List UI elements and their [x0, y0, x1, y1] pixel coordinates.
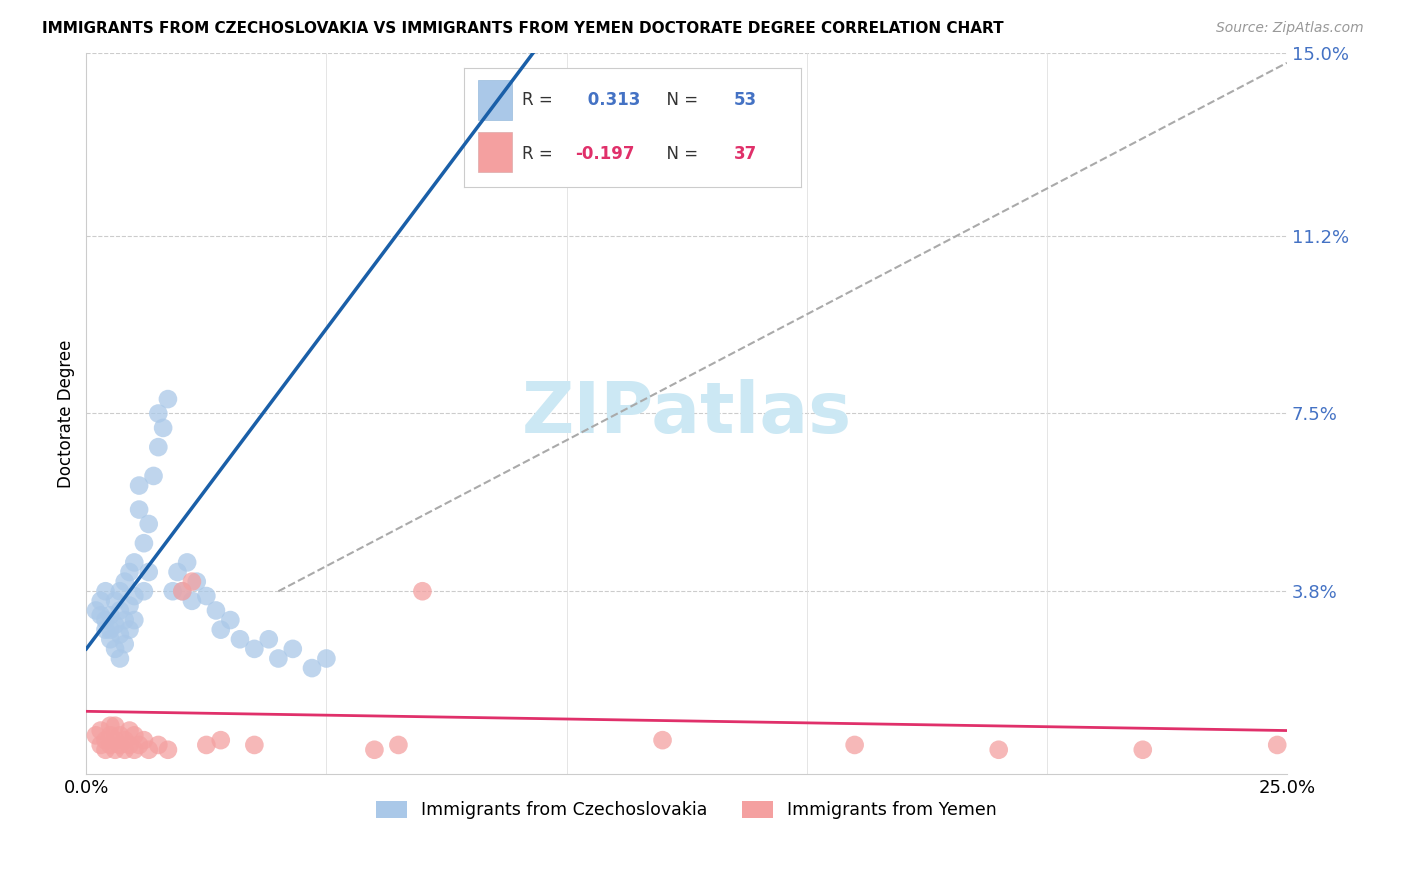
- Point: [108, 728, 131, 742]
- Point: [114, 613, 136, 627]
- Point: [118, 565, 141, 579]
- Point: [651, 733, 673, 747]
- Point: [104, 618, 127, 632]
- Point: [1132, 743, 1154, 757]
- Point: [90, 594, 112, 608]
- Point: [90, 608, 112, 623]
- Text: IMMIGRANTS FROM CZECHOSLOVAKIA VS IMMIGRANTS FROM YEMEN DOCTORATE DEGREE CORRELA: IMMIGRANTS FROM CZECHOSLOVAKIA VS IMMIGR…: [42, 21, 1004, 36]
- Point: [243, 641, 266, 656]
- Point: [186, 574, 208, 589]
- Point: [219, 613, 242, 627]
- Point: [156, 392, 179, 406]
- Point: [94, 733, 117, 747]
- Point: [315, 651, 337, 665]
- Point: [124, 556, 146, 570]
- Point: [257, 632, 280, 647]
- Point: [84, 603, 107, 617]
- Point: [172, 584, 194, 599]
- Point: [94, 743, 117, 757]
- Point: [98, 738, 121, 752]
- Point: [90, 738, 112, 752]
- Point: [156, 743, 179, 757]
- Point: [209, 733, 232, 747]
- Point: [209, 623, 232, 637]
- Point: [108, 627, 131, 641]
- Point: [132, 584, 155, 599]
- Point: [114, 574, 136, 589]
- Point: [166, 565, 188, 579]
- Point: [148, 738, 170, 752]
- Point: [132, 536, 155, 550]
- Point: [152, 421, 174, 435]
- Point: [148, 407, 170, 421]
- Point: [104, 641, 127, 656]
- Point: [138, 516, 160, 531]
- Point: [363, 743, 385, 757]
- Point: [118, 738, 141, 752]
- Point: [118, 623, 141, 637]
- Point: [162, 584, 184, 599]
- Point: [301, 661, 323, 675]
- Point: [108, 584, 131, 599]
- Point: [98, 623, 121, 637]
- Text: ZIPatlas: ZIPatlas: [522, 379, 852, 448]
- Point: [172, 584, 194, 599]
- Point: [176, 556, 198, 570]
- Point: [114, 637, 136, 651]
- Point: [98, 632, 121, 647]
- Point: [281, 641, 304, 656]
- Point: [267, 651, 290, 665]
- Point: [108, 651, 131, 665]
- Point: [98, 728, 121, 742]
- Legend: Immigrants from Czechoslovakia, Immigrants from Yemen: Immigrants from Czechoslovakia, Immigran…: [368, 794, 1004, 826]
- Point: [124, 589, 146, 603]
- Point: [98, 719, 121, 733]
- Point: [243, 738, 266, 752]
- Point: [94, 584, 117, 599]
- Point: [124, 613, 146, 627]
- Point: [229, 632, 252, 647]
- Point: [128, 738, 150, 752]
- Point: [128, 502, 150, 516]
- Point: [181, 594, 204, 608]
- Point: [142, 469, 165, 483]
- Point: [104, 743, 127, 757]
- Point: [132, 733, 155, 747]
- Point: [104, 594, 127, 608]
- Text: Source: ZipAtlas.com: Source: ZipAtlas.com: [1216, 21, 1364, 35]
- Point: [94, 613, 117, 627]
- Point: [138, 743, 160, 757]
- Y-axis label: Doctorate Degree: Doctorate Degree: [58, 339, 75, 488]
- Point: [195, 589, 218, 603]
- Point: [84, 728, 107, 742]
- Point: [124, 728, 146, 742]
- Point: [844, 738, 866, 752]
- Point: [118, 599, 141, 613]
- Point: [205, 603, 228, 617]
- Point: [104, 733, 127, 747]
- Point: [118, 723, 141, 738]
- Point: [987, 743, 1010, 757]
- Point: [138, 565, 160, 579]
- Point: [1265, 738, 1288, 752]
- Point: [114, 743, 136, 757]
- Point: [148, 440, 170, 454]
- Point: [98, 608, 121, 623]
- Point: [387, 738, 409, 752]
- Point: [90, 723, 112, 738]
- Point: [94, 623, 117, 637]
- Point: [411, 584, 433, 599]
- Point: [104, 719, 127, 733]
- Point: [195, 738, 218, 752]
- Point: [181, 574, 204, 589]
- Point: [128, 478, 150, 492]
- Point: [108, 738, 131, 752]
- Point: [108, 603, 131, 617]
- Point: [114, 733, 136, 747]
- Point: [124, 743, 146, 757]
